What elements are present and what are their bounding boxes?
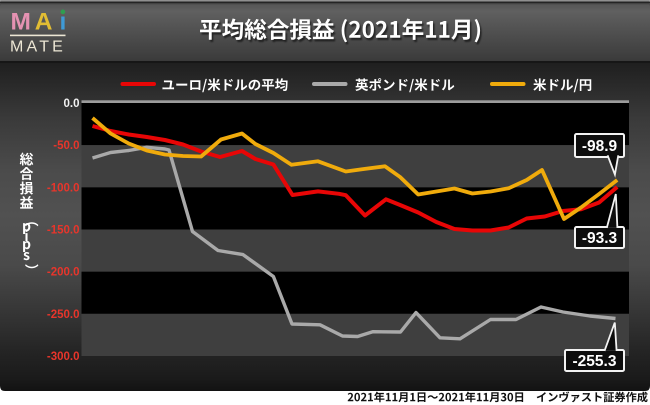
svg-text:-200.0: -200.0	[47, 267, 80, 279]
svg-text:MATE: MATE	[10, 39, 66, 56]
svg-text:-93.3: -93.3	[582, 230, 618, 247]
svg-text:A: A	[35, 9, 53, 36]
svg-text:-300.0: -300.0	[47, 351, 80, 363]
svg-text:-250.0: -250.0	[47, 309, 80, 321]
svg-text:-100.0: -100.0	[47, 182, 80, 194]
svg-text:-150.0: -150.0	[47, 225, 80, 237]
svg-text:-255.3: -255.3	[573, 353, 617, 370]
svg-text:0.0: 0.0	[64, 98, 80, 110]
svg-text:ı: ı	[60, 9, 67, 36]
svg-text:M: M	[11, 9, 31, 36]
svg-text:-98.9: -98.9	[582, 138, 618, 155]
svg-text:-50.0: -50.0	[53, 140, 79, 152]
